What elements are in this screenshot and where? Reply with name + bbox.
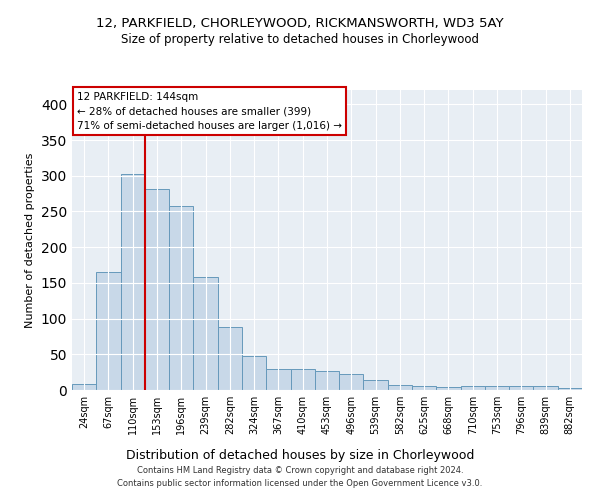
Text: 12, PARKFIELD, CHORLEYWOOD, RICKMANSWORTH, WD3 5AY: 12, PARKFIELD, CHORLEYWOOD, RICKMANSWORT…: [96, 18, 504, 30]
Bar: [436, 387, 461, 390]
Text: Contains HM Land Registry data © Crown copyright and database right 2024.
Contai: Contains HM Land Registry data © Crown c…: [118, 466, 482, 487]
Text: 12 PARKFIELD: 144sqm
← 28% of detached houses are smaller (399)
71% of semi-deta: 12 PARKFIELD: 144sqm ← 28% of detached h…: [77, 92, 342, 131]
Bar: [218, 327, 242, 390]
Bar: [509, 386, 533, 390]
Bar: [145, 188, 169, 390]
Text: Size of property relative to detached houses in Chorleywood: Size of property relative to detached ho…: [121, 32, 479, 46]
Y-axis label: Number of detached properties: Number of detached properties: [25, 152, 35, 328]
Bar: [412, 386, 436, 390]
Bar: [315, 372, 339, 390]
Bar: [242, 356, 266, 390]
Bar: [169, 206, 193, 390]
Bar: [290, 370, 315, 390]
Bar: [193, 277, 218, 390]
Bar: [72, 384, 96, 390]
Bar: [388, 385, 412, 390]
Bar: [558, 388, 582, 390]
Text: Distribution of detached houses by size in Chorleywood: Distribution of detached houses by size …: [126, 448, 474, 462]
Bar: [121, 174, 145, 390]
Bar: [364, 380, 388, 390]
Bar: [266, 368, 290, 390]
Bar: [485, 386, 509, 390]
Bar: [461, 386, 485, 390]
Bar: [96, 272, 121, 390]
Bar: [533, 386, 558, 390]
Bar: [339, 374, 364, 390]
